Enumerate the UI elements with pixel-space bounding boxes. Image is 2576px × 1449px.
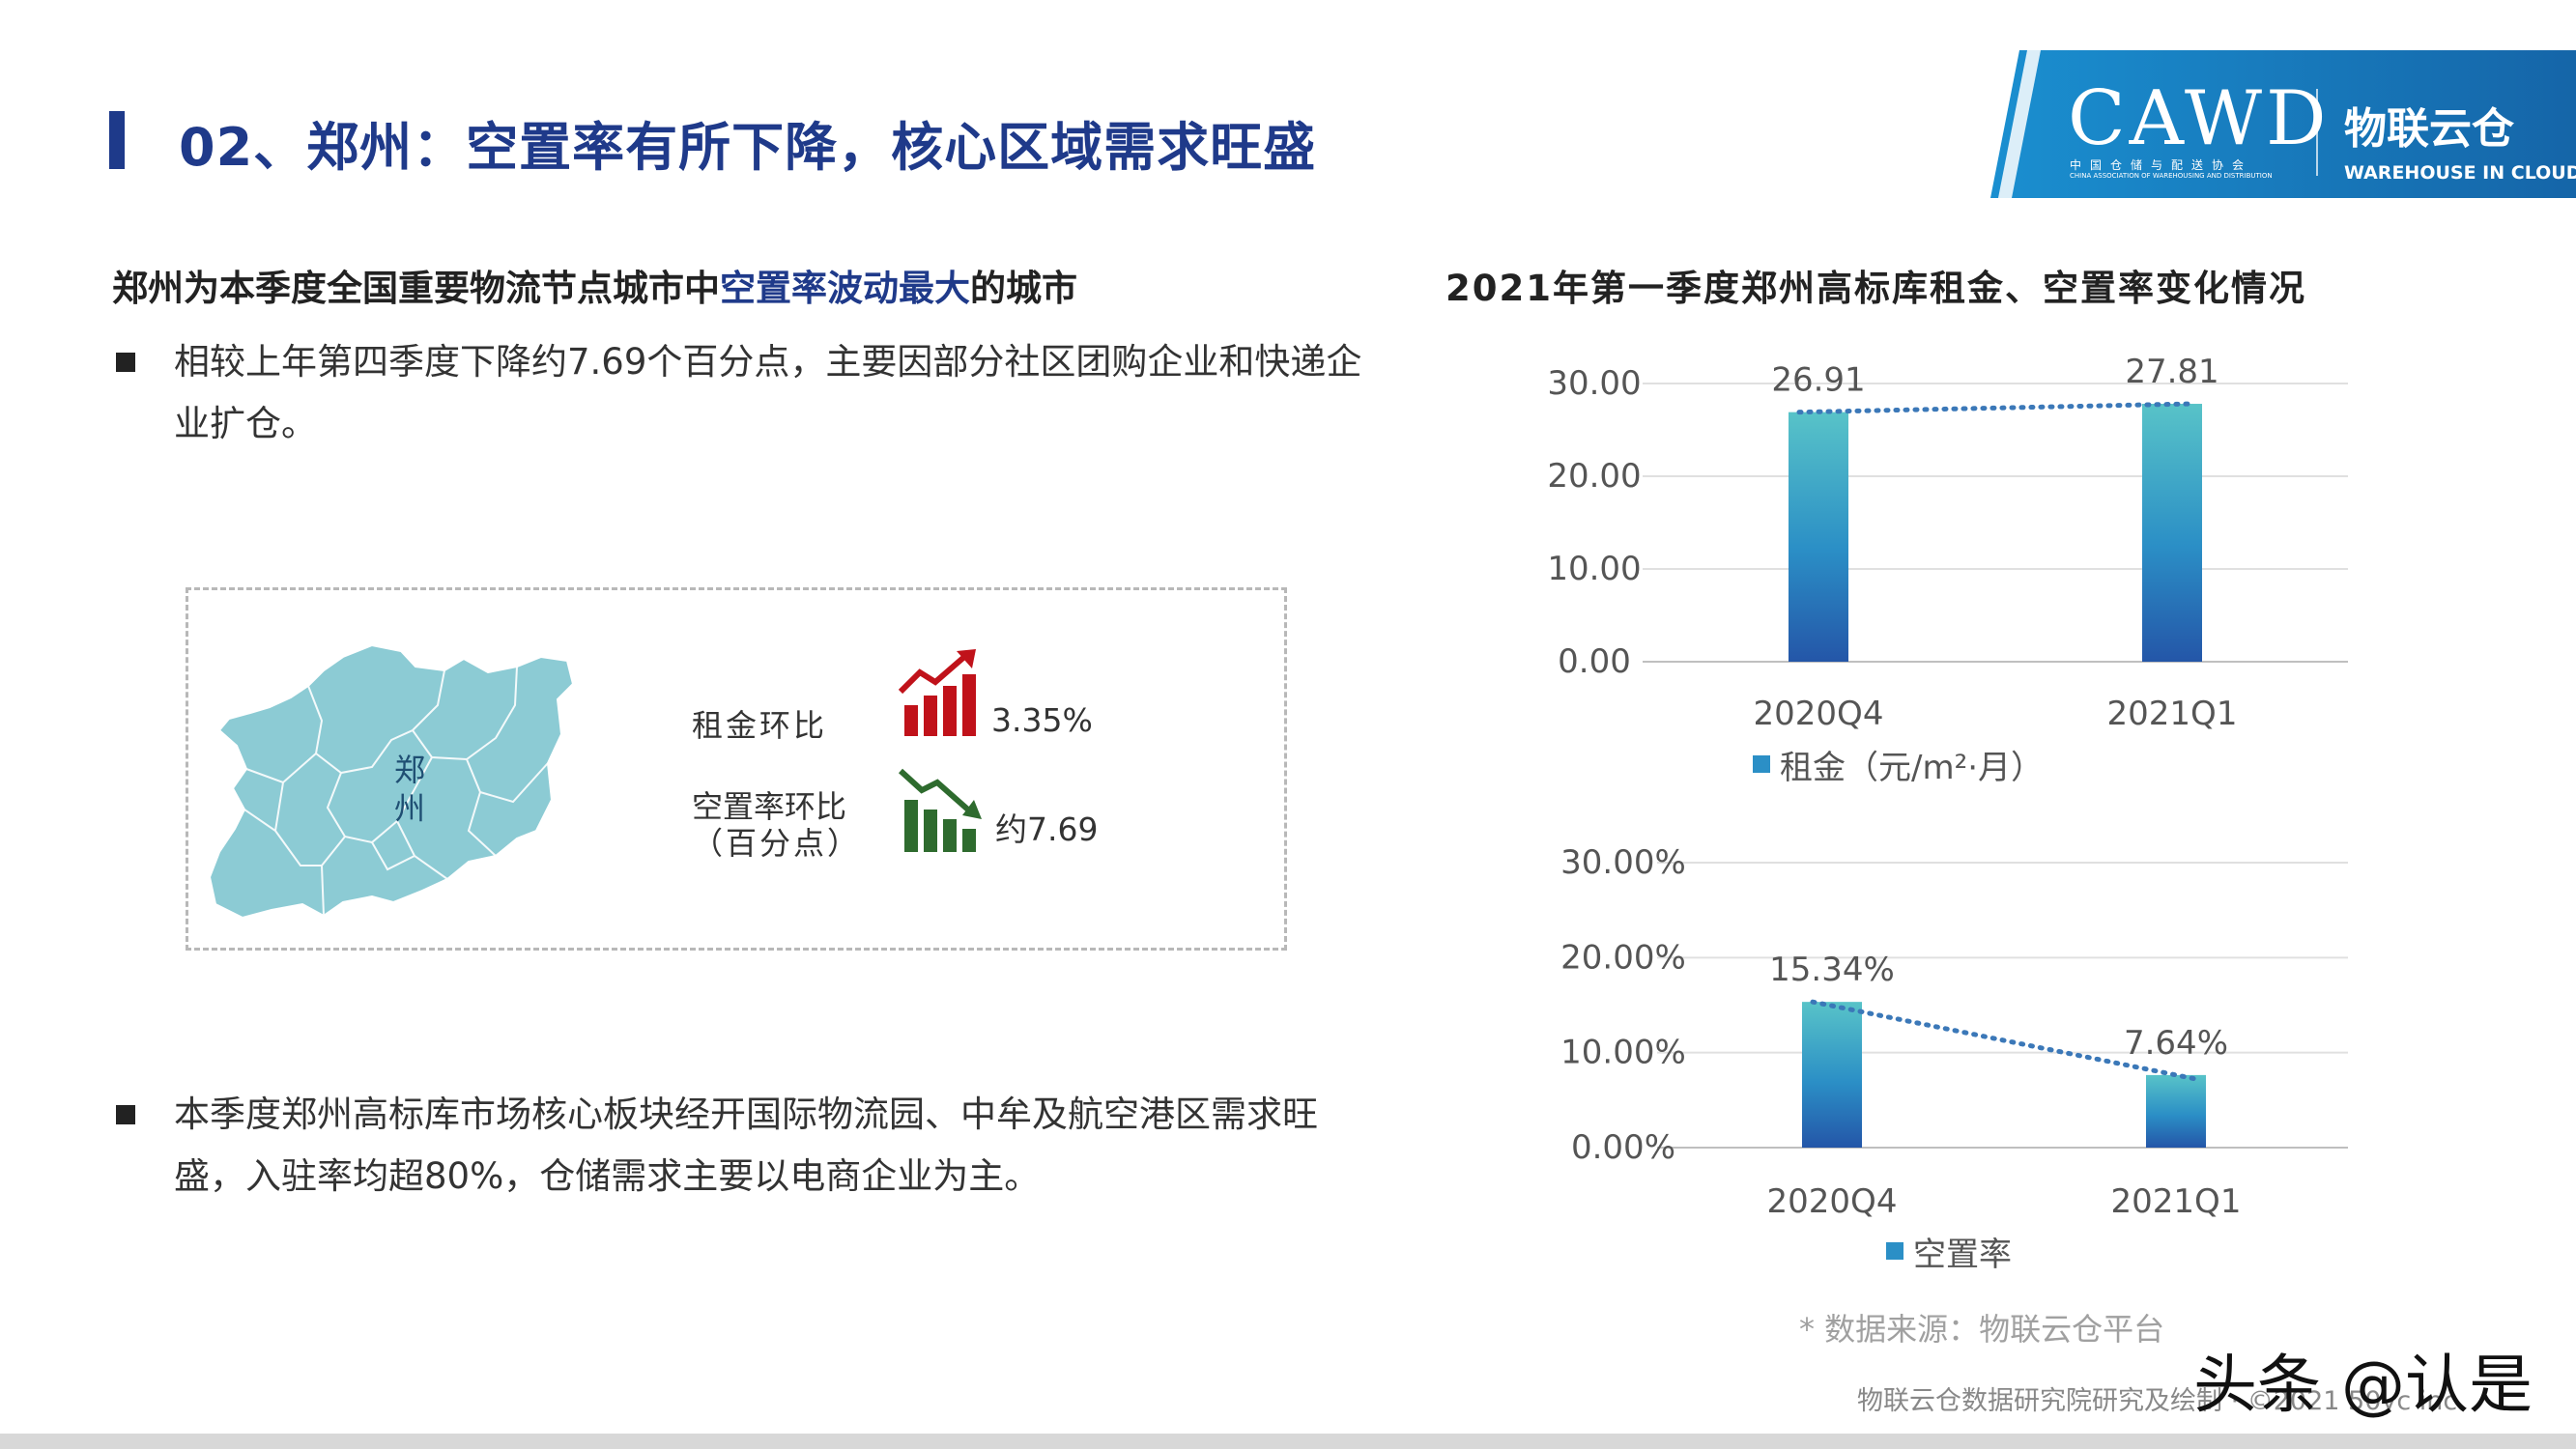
headline-text: 郑州为本季度全国重要物流节点城市中 [112, 268, 720, 309]
logo-subtitle-cn: 中国仓储与配送协会 [2070, 158, 2253, 172]
bar [1789, 412, 1848, 662]
headline-highlight: 空置率波动最大 [720, 268, 970, 309]
logo-brand-en: WAREHOUSE IN CLOUD [2344, 162, 2576, 184]
vacancy-qoq-value: 约7.69 [995, 810, 1099, 848]
data-label: 15.34% [1769, 951, 1895, 989]
trend-down-icon [899, 768, 982, 852]
data-label: 7.64% [2124, 1024, 2228, 1063]
bullet-square-icon [116, 353, 135, 372]
y-tick-label: 10.00% [1560, 1034, 1686, 1072]
logo-subtitle-en: CHINA ASSOCIATION OF WAREHOUSING AND DIS… [2070, 172, 2273, 180]
bottom-strip [0, 1434, 2576, 1449]
vacancy-qoq-label: 空置率环比 [692, 788, 847, 825]
logo-divider [2316, 89, 2318, 176]
trend-up-icon [899, 649, 976, 736]
x-tick-label: 2020Q4 [1767, 1182, 1898, 1221]
y-tick-label: 20.00% [1560, 938, 1686, 977]
bullet-paragraph-1: 相较上年第四季度下降约7.69个百分点，主要因部分社区团购企业和快递企业扩仓。 [174, 341, 1362, 444]
bullet-square-icon [116, 1105, 135, 1124]
rent-chart: 0.00 10.00 20.00 30.00 26.91 2020Q4 27.81 2021Q… [1547, 353, 2348, 787]
y-tick-label: 30.00 [1547, 364, 1641, 403]
zhengzhou-map-icon [208, 643, 575, 920]
map-panel [186, 587, 1287, 951]
y-tick-label: 30.00% [1560, 843, 1686, 882]
logo-brand-cn: 物联云仓 [2344, 104, 2514, 154]
title-accent-bar [109, 111, 125, 169]
page-title: 02、郑州：空置率有所下降，核心区域需求旺盛 [179, 117, 1317, 178]
x-tick-label: 2021Q1 [2111, 1182, 2242, 1221]
bullet-paragraph-2: 本季度郑州高标库市场核心板块经开国际物流园、中牟及航空港区需求旺盛，入驻率均超8… [174, 1094, 1318, 1197]
rent-qoq-label: 租金环比 [692, 707, 828, 744]
rent-qoq-value: 3.35% [991, 701, 1093, 739]
vacancy-qoq-unit: （百分点） [692, 825, 862, 862]
map-city-label: 郑 [394, 752, 426, 788]
legend-swatch [1886, 1242, 1903, 1260]
vacancy-chart: 0.00% 10.00% 20.00% 30.00% 15.34% 2020Q4 7.64%… [1560, 843, 2348, 1274]
bar [2146, 1074, 2206, 1148]
logo-banner [1990, 50, 2576, 198]
y-tick-label: 20.00 [1547, 457, 1641, 496]
section-headline: 郑州为本季度全国重要物流节点城市中空置率波动最大的城市 [112, 259, 1077, 311]
map-city-label: 州 [394, 790, 426, 827]
data-label: 26.91 [1771, 361, 1865, 400]
trendline [1810, 999, 2198, 1082]
y-tick-label: 0.00 [1558, 642, 1631, 681]
data-source-note: * 数据来源：物联云仓平台 [1799, 1311, 2165, 1348]
bar [2142, 404, 2202, 662]
legend-swatch [1753, 755, 1770, 773]
bar [1802, 1002, 1862, 1148]
headline-suffix: 的城市 [970, 268, 1077, 309]
y-tick-label: 0.00% [1571, 1128, 1675, 1167]
x-tick-label: 2021Q1 [2107, 695, 2238, 733]
legend-label: 空置率 [1913, 1236, 2012, 1274]
legend-label: 租金（元/m²·月） [1780, 749, 2044, 787]
footer-credit: 物联云仓数据研究院研究及绘制 · ©2021 50yc inc [1857, 1386, 2458, 1416]
logo-cawd: CAWD [2068, 75, 2331, 162]
watermark: 头条 @认是 [2193, 1348, 2533, 1422]
x-tick-label: 2020Q4 [1754, 695, 1884, 733]
y-tick-label: 10.00 [1547, 550, 1641, 588]
data-label: 27.81 [2125, 353, 2218, 391]
chart-title: 2021年第一季度郑州高标库租金、空置率变化情况 [1445, 268, 2306, 309]
trendline [1796, 401, 2194, 415]
